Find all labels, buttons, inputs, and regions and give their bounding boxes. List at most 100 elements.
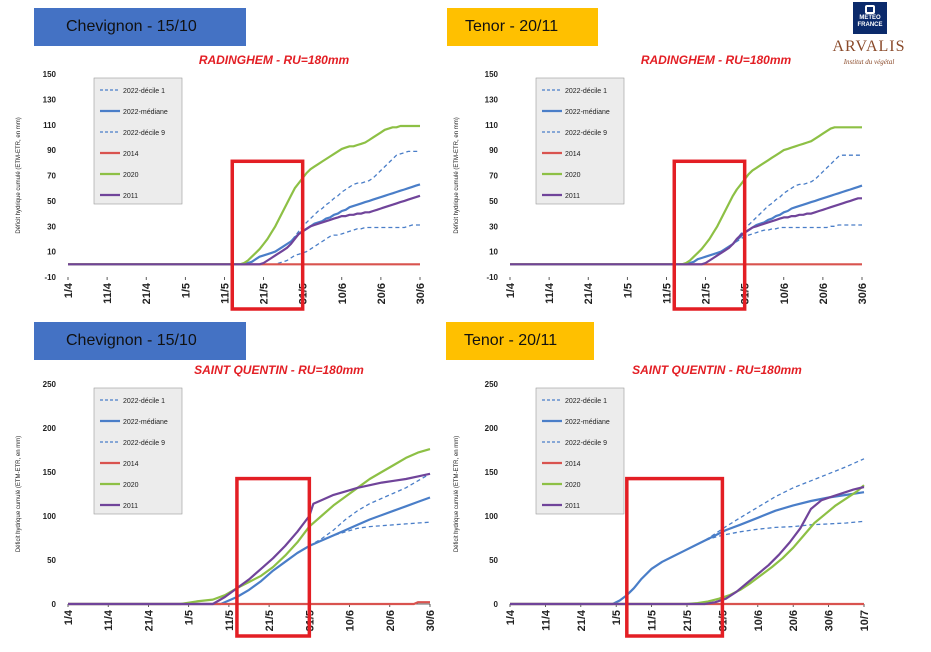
series-line-2022-d-cile-1: [510, 520, 865, 605]
partner-logos: METEO FRANCE ARVALIS Institut du végétal: [832, 2, 906, 74]
variety-tag-tenor-top: Tenor - 20/11: [447, 8, 598, 46]
y-tick-label: 150: [43, 70, 57, 79]
meteo-france-logo: METEO FRANCE: [853, 2, 887, 34]
x-tick-label: 30/6: [824, 610, 836, 631]
x-tick-label: 1/4: [63, 609, 75, 625]
x-tick-label: 1/5: [180, 283, 192, 298]
x-tick-label: 10/6: [779, 283, 791, 304]
legend-label: 2022-médiane: [565, 109, 610, 116]
legend-label: 2020: [565, 482, 581, 489]
x-tick-label: 21/5: [259, 283, 271, 304]
x-tick-label: 10/6: [753, 610, 765, 631]
y-tick-label: 10: [47, 248, 56, 257]
legend-label: 2014: [123, 461, 139, 468]
x-tick-label: 21/5: [264, 610, 276, 631]
y-tick-label: 250: [43, 380, 57, 389]
legend-label: 2011: [565, 503, 580, 510]
legend-box: [535, 387, 625, 515]
legend-label: 2022-décile 1: [123, 398, 165, 405]
x-tick-label: 21/4: [576, 609, 588, 631]
legend-label: 2022-décile 1: [565, 88, 607, 95]
legend-label: 2011: [565, 193, 580, 200]
series-line-2020: [68, 448, 431, 606]
legend-label: 2020: [123, 482, 139, 489]
chart-title: SAINT QUENTIN - RU=180mm: [194, 363, 364, 377]
legend-label: 2022-médiane: [565, 419, 610, 426]
y-tick-label: 110: [43, 121, 56, 130]
x-tick-label: 1/5: [622, 283, 634, 298]
legend-label: 2022-médiane: [123, 109, 168, 116]
x-tick-label: 21/5: [682, 610, 694, 631]
y-tick-label: 70: [47, 172, 56, 181]
x-tick-label: 11/5: [224, 610, 236, 631]
series-line-2011: [510, 197, 862, 266]
y-tick-label: 250: [485, 380, 499, 389]
arvalis-tagline: Institut du végétal: [843, 58, 895, 66]
x-tick-label: 1/4: [505, 609, 517, 625]
meteo-france-line1: METEO: [859, 15, 881, 21]
y-tick-label: -10: [486, 273, 498, 282]
legend-label: 2020: [123, 172, 139, 179]
y-tick-label: 90: [47, 146, 56, 155]
x-tick-label: 30/6: [857, 283, 869, 304]
x-tick-label: 1/4: [63, 282, 75, 298]
y-tick-label: 100: [485, 512, 499, 521]
legend-box: [93, 77, 183, 205]
variety-tag-chevignon-bottom: Chevignon - 15/10: [34, 322, 246, 360]
y-tick-label: 0: [494, 600, 499, 609]
meteo-france-line2: FRANCE: [857, 22, 883, 28]
x-tick-label: 20/6: [788, 610, 800, 631]
x-tick-label: 10/6: [345, 610, 357, 631]
series-line-2022-d-cile-1: [68, 521, 431, 605]
series-line-2022-d-cile-9: [68, 150, 420, 265]
chart-title: RADINGHEM - RU=180mm: [641, 53, 792, 67]
y-axis-label: Déficit hydrique cumulé (ETM-ETR, en mm): [454, 436, 460, 552]
y-tick-label: 10: [489, 248, 498, 257]
y-tick-label: -10: [44, 273, 56, 282]
y-tick-label: 50: [47, 556, 56, 565]
chart-title: RADINGHEM - RU=180mm: [199, 53, 350, 67]
highlight-rectangle: [672, 159, 747, 311]
x-tick-label: 30/6: [425, 610, 437, 631]
y-axis-label: Déficit hydrique cumulé (ETM-ETR, en mm): [454, 117, 460, 233]
legend-label: 2014: [565, 151, 581, 158]
y-tick-label: 110: [485, 121, 498, 130]
variety-tag-tenor-bottom: Tenor - 20/11: [446, 322, 594, 360]
y-tick-label: 150: [485, 70, 499, 79]
y-tick-label: 0: [52, 600, 57, 609]
series-line-2020: [510, 484, 865, 606]
y-tick-label: 130: [485, 95, 499, 104]
y-tick-label: 150: [43, 468, 57, 477]
y-axis-label: Déficit hydrique cumulé (ETM-ETR, en mm): [16, 436, 22, 552]
y-tick-label: 130: [43, 95, 57, 104]
x-tick-label: 1/5: [611, 610, 623, 625]
y-tick-label: 50: [489, 556, 498, 565]
legend-box: [535, 77, 625, 205]
y-axis-label: Déficit hydrique cumulé (ETM-ETR, en mm): [16, 117, 22, 233]
y-tick-label: 200: [43, 424, 57, 433]
legend-label: 2014: [565, 461, 581, 468]
x-tick-label: 11/5: [219, 283, 231, 304]
legend-label: 2014: [123, 151, 139, 158]
y-tick-label: 50: [489, 197, 498, 206]
chart-radinghem-tenor: RADINGHEM - RU=180mm Déficit hydrique cum…: [454, 53, 869, 311]
chart-radinghem-chevignon: RADINGHEM - RU=180mm Déficit hydrique cum…: [16, 53, 427, 311]
legend-label: 2011: [123, 193, 138, 200]
x-tick-label: 20/6: [376, 283, 388, 304]
x-tick-label: 1/4: [505, 282, 517, 298]
y-tick-label: 150: [485, 468, 499, 477]
y-tick-label: 90: [489, 146, 498, 155]
series-line-2022-d-cile-1: [510, 224, 862, 265]
legend-label: 2022-médiane: [123, 419, 168, 426]
chart-saint-quentin-tenor: SAINT QUENTIN - RU=180mm Déficit hydrique…: [454, 363, 871, 638]
legend-label: 2022-décile 9: [123, 440, 165, 447]
x-tick-label: 11/4: [102, 282, 114, 304]
series-line-2011: [68, 194, 421, 266]
highlight-rectangle: [230, 159, 305, 311]
legend-label: 2022-décile 9: [565, 130, 607, 137]
x-tick-label: 20/6: [818, 283, 830, 304]
series-line-2020: [510, 126, 862, 266]
variety-tag-chevignon-top: Chevignon - 15/10: [34, 8, 246, 46]
y-tick-label: 30: [47, 222, 56, 231]
series-line-2022-d-cile-9: [510, 154, 862, 265]
